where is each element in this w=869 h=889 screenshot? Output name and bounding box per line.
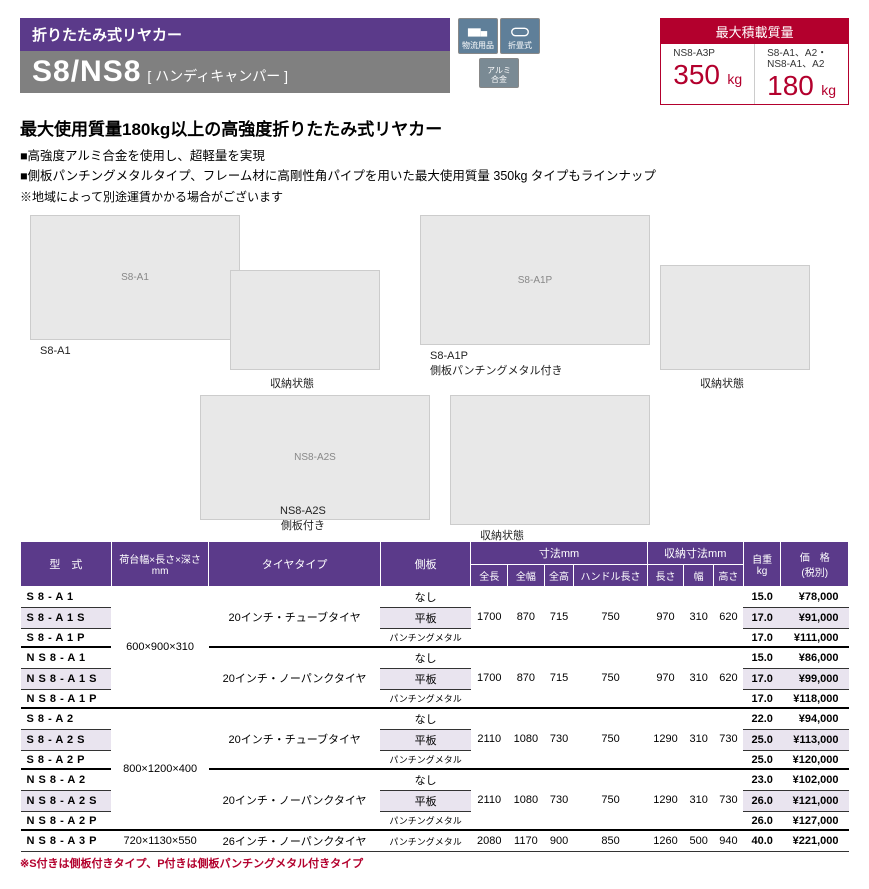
badge-aluminum: アルミ 合金 bbox=[479, 58, 519, 88]
model-main: S8/NS8 bbox=[32, 55, 141, 89]
img-s8a1p: S8-A1P bbox=[420, 215, 650, 345]
model-sub: [ ハンディキャンパー ] bbox=[147, 66, 288, 86]
bullet-1: ■側板パンチングメタルタイプ、フレーム材に高剛性角パイプを用いた最大使用質量 3… bbox=[20, 166, 849, 186]
img-stored1 bbox=[230, 270, 380, 370]
title-block: 折りたたみ式リヤカー S8/NS8 [ ハンディキャンパー ] bbox=[20, 18, 450, 93]
table-row: S 8 - A 2800×1200×40020インチ・チューブタイヤなし2110… bbox=[21, 708, 849, 730]
img-ns8a2s: NS8-A2S bbox=[200, 395, 430, 520]
img-stored2 bbox=[660, 265, 810, 370]
bullet-0: ■高強度アルミ合金を使用し、超軽量を実現 bbox=[20, 146, 849, 166]
load-cell-1: S8-A1、A2・ NS8-A1、A2 180 kg bbox=[755, 44, 848, 104]
badge-foldable: 折畳式 bbox=[500, 18, 540, 54]
max-load-block: 最大積載質量 NS8-A3P 350 kg S8-A1、A2・ NS8-A1、A… bbox=[660, 18, 849, 105]
model-bar: S8/NS8 [ ハンディキャンパー ] bbox=[20, 51, 450, 93]
headline: 最大使用質量180kg以上の高強度折りたたみ式リヤカー bbox=[20, 115, 849, 140]
spec-table: 型 式 荷台幅×長さ×深さ mm タイヤタイプ 側板 寸法mm 収納寸法mm 自… bbox=[20, 541, 849, 852]
badges: 物流用品 折畳式 アルミ 合金 bbox=[458, 18, 540, 88]
product-gallery: S8-A1 S8-A1 収納状態 S8-A1P S8-A1P 側板パンチングメタ… bbox=[20, 215, 849, 535]
img-stored3 bbox=[450, 395, 650, 525]
table-row: N S 8 - A 3 P720×1130×55026インチ・ノーパンクタイヤパ… bbox=[21, 830, 849, 852]
header: 折りたたみ式リヤカー S8/NS8 [ ハンディキャンパー ] 物流用品 折畳式… bbox=[20, 18, 849, 105]
img-s8a1: S8-A1 bbox=[30, 215, 240, 340]
badge-logistics: 物流用品 bbox=[458, 18, 498, 54]
bullets: ■高強度アルミ合金を使用し、超軽量を実現 ■側板パンチングメタルタイプ、フレーム… bbox=[20, 146, 849, 186]
max-load-title: 最大積載質量 bbox=[661, 19, 848, 44]
table-row: S 8 - A 1600×900×31020インチ・チューブタイヤなし17008… bbox=[21, 587, 849, 608]
category-bar: 折りたたみ式リヤカー bbox=[20, 18, 450, 51]
load-cell-0: NS8-A3P 350 kg bbox=[661, 44, 755, 104]
delivery-note: ※地域によって別途運賃かかる場合がございます bbox=[20, 188, 849, 205]
